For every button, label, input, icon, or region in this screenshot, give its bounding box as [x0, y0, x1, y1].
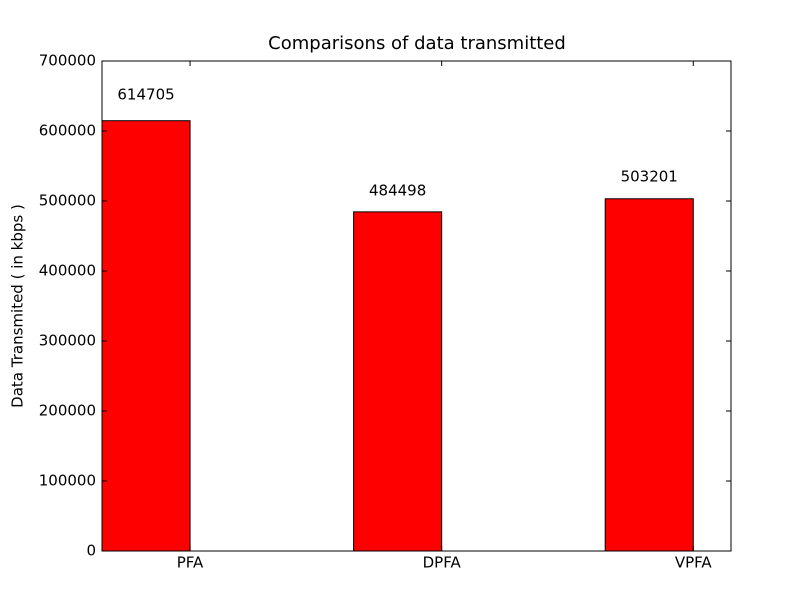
y-tick-label: 500000 — [39, 192, 96, 210]
bar — [604, 198, 694, 552]
data-label: 484498 — [369, 181, 426, 199]
data-label: 503201 — [621, 168, 678, 186]
y-tick-label: 200000 — [39, 402, 96, 420]
plot-frame — [101, 60, 732, 552]
x-tick-label: PFA — [177, 554, 204, 572]
y-tick-label: 100000 — [39, 472, 96, 490]
bar — [353, 211, 443, 552]
y-tick-label: 700000 — [39, 52, 96, 70]
y-tick-label: 300000 — [39, 332, 96, 350]
y-axis-label: Data Transmited ( in kbps ) — [9, 204, 27, 408]
x-tick-label: DPFA — [423, 554, 462, 572]
y-tick-label: 0 — [86, 542, 96, 560]
chart-title: Comparisons of data transmitted — [268, 33, 566, 54]
bar — [101, 120, 191, 552]
data-label: 614705 — [117, 86, 174, 104]
y-tick-label: 400000 — [39, 262, 96, 280]
y-tick-label: 600000 — [39, 122, 96, 140]
x-tick-label: VPFA — [675, 554, 713, 572]
